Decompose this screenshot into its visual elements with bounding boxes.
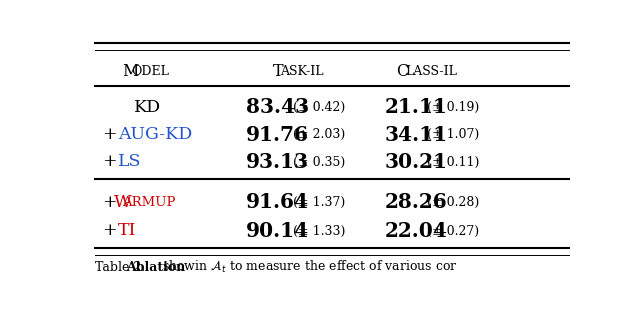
Text: 28.26: 28.26 <box>385 193 448 213</box>
Text: C: C <box>396 63 409 80</box>
Text: (± 0.27): (± 0.27) <box>428 225 479 238</box>
Text: Table 2.: Table 2. <box>95 261 149 274</box>
Text: KD: KD <box>134 99 161 116</box>
Text: M: M <box>122 63 138 80</box>
Text: LS: LS <box>118 154 141 171</box>
Text: (± 1.37): (± 1.37) <box>293 196 346 209</box>
Text: +: + <box>102 154 117 171</box>
Text: T: T <box>273 63 283 80</box>
Text: showin $\mathcal{A}_t$ to measure the effect of various cor: showin $\mathcal{A}_t$ to measure the ef… <box>162 259 458 275</box>
Text: W: W <box>114 194 132 211</box>
Text: (± 1.33): (± 1.33) <box>293 225 346 238</box>
Text: 30.21: 30.21 <box>385 152 448 172</box>
Text: +: + <box>102 126 117 143</box>
Text: (± 0.42): (± 0.42) <box>293 101 346 114</box>
Text: 93.13: 93.13 <box>246 152 309 172</box>
Text: AUG-KD: AUG-KD <box>118 126 192 143</box>
Text: 83.43: 83.43 <box>246 97 309 117</box>
Text: (± 0.35): (± 0.35) <box>293 155 346 168</box>
Text: TI: TI <box>118 222 136 239</box>
Text: ODEL: ODEL <box>131 65 169 78</box>
Text: 90.14: 90.14 <box>246 221 309 241</box>
Text: 91.64: 91.64 <box>246 193 309 213</box>
Text: +: + <box>102 194 117 211</box>
Text: (± 2.03): (± 2.03) <box>293 128 346 141</box>
Text: 21.11: 21.11 <box>385 97 448 117</box>
Text: (± 0.11): (± 0.11) <box>428 155 479 168</box>
Text: LASS-IL: LASS-IL <box>405 65 457 78</box>
Text: +: + <box>102 222 117 239</box>
Text: (± 1.07): (± 1.07) <box>428 128 479 141</box>
Text: (± 0.19): (± 0.19) <box>428 101 479 114</box>
Text: 91.76: 91.76 <box>246 125 309 145</box>
Text: 34.11: 34.11 <box>385 125 448 145</box>
Text: (± 0.28): (± 0.28) <box>428 196 479 209</box>
Text: ARMUP: ARMUP <box>122 196 175 209</box>
Text: ASK-IL: ASK-IL <box>280 65 324 78</box>
Text: Ablation: Ablation <box>125 261 185 274</box>
Text: 22.04: 22.04 <box>385 221 448 241</box>
